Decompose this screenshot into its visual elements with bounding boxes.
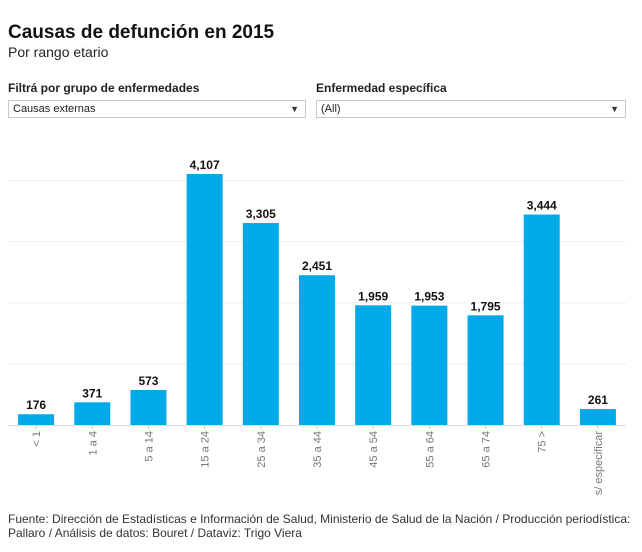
chart-subtitle: Por rango etario (8, 44, 109, 60)
data-label: 3,305 (246, 207, 276, 221)
bar (467, 315, 504, 425)
bar (411, 305, 448, 425)
bar (579, 409, 616, 425)
data-label: 176 (26, 398, 46, 412)
data-label: 371 (82, 386, 102, 400)
specific-disease-filter: Enfermedad específica (All) ▼ (316, 80, 626, 118)
bar (18, 414, 55, 425)
chevron-down-icon[interactable]: ▼ (290, 104, 299, 114)
bar (74, 402, 111, 425)
bar (242, 223, 279, 425)
x-tick-label: 65 a 74 (481, 431, 493, 468)
x-tick-label: s/ especificar (593, 431, 605, 496)
x-tick-label: 5 a 14 (143, 431, 155, 462)
data-label: 1,795 (471, 299, 501, 313)
data-label: 1,953 (414, 290, 444, 304)
x-tick-label: 35 a 44 (312, 431, 324, 468)
bar (299, 275, 335, 425)
disease-group-filter: Filtrá por grupo de enfermedades Causas … (8, 80, 306, 118)
x-tick-label: 45 a 54 (368, 431, 380, 468)
x-tick-label: 15 a 24 (200, 431, 212, 468)
bar (130, 389, 167, 425)
specific-disease-select[interactable]: (All) ▼ (316, 100, 626, 118)
x-tick-label: < 1 (31, 431, 43, 447)
data-label: 573 (138, 374, 158, 388)
bar-chart: 176 < 1 371 1 a 4 573 5 a 14 4,107 15 a 24 3,305… (8, 158, 626, 496)
disease-group-filter-label: Filtrá por grupo de enfermedades (8, 81, 200, 95)
source-note: Fuente: Dirección de Estadísticas e Info… (8, 512, 631, 540)
disease-group-select[interactable]: Causas externas ▼ (8, 100, 306, 118)
x-tick-label: 75 > (537, 431, 549, 453)
x-tick-label: 25 a 34 (256, 431, 268, 468)
specific-disease-filter-label: Enfermedad específica (316, 81, 447, 95)
x-tick-label: 55 a 64 (424, 431, 436, 468)
data-label: 261 (588, 393, 608, 407)
bar (523, 214, 560, 425)
x-tick-label: 1 a 4 (87, 431, 99, 455)
chart-title: Causas de defunción en 2015 (8, 22, 275, 43)
data-label: 1,959 (358, 289, 388, 303)
specific-disease-select-value: (All) (321, 103, 341, 115)
disease-group-select-value: Causas externas (13, 103, 96, 115)
data-label: 2,451 (302, 259, 332, 273)
chevron-down-icon[interactable]: ▼ (610, 104, 619, 114)
data-label: 3,444 (527, 199, 557, 213)
data-label: 4,107 (190, 158, 220, 172)
bar (186, 174, 223, 425)
bar (355, 305, 392, 425)
